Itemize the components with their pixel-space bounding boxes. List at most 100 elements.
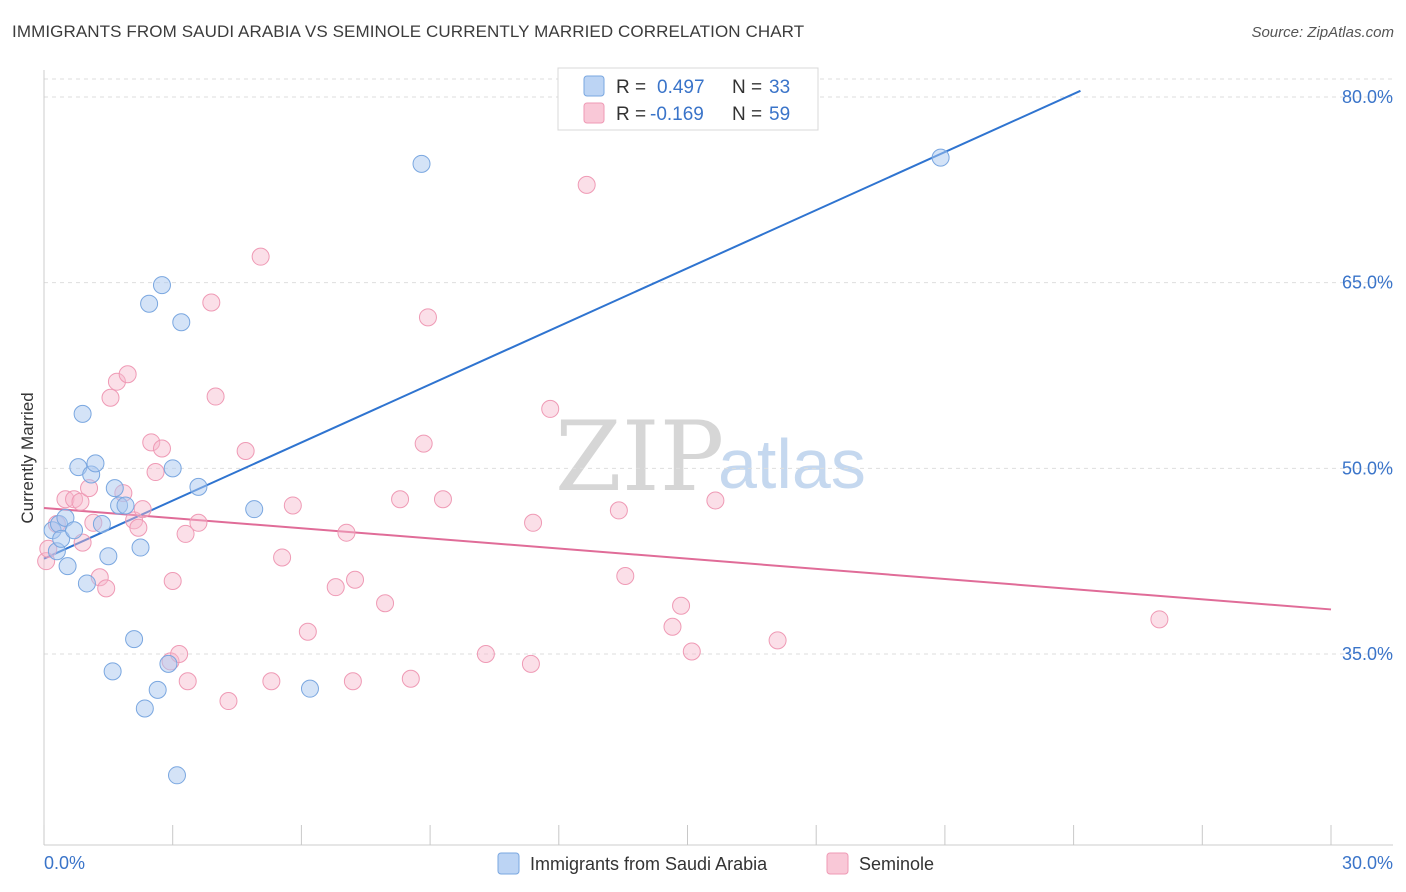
seminole-point: [206, 387, 225, 406]
saudi-arabia-point: [58, 557, 77, 576]
saudi-arabia-point: [300, 679, 319, 698]
legend-r-label-1: R =: [616, 77, 646, 98]
seminole-point: [142, 433, 161, 452]
seminole-point: [682, 642, 701, 661]
saudi-arabia-point: [56, 508, 75, 527]
seminole-point: [236, 442, 255, 461]
seminole-point: [298, 622, 317, 641]
seminole-point: [433, 490, 452, 509]
seminole-point: [391, 490, 410, 509]
correlation-legend: R = 0.497 N = 33 R = -0.169 N = 59: [557, 67, 819, 131]
bottom-legend-label-seminole: Seminole: [859, 854, 934, 874]
seminole-point: [672, 596, 691, 615]
bottom-legend-swatch-saudi-arabia: [497, 852, 520, 875]
y-tick-labels: 35.0% 50.0% 65.0% 80.0%: [1342, 87, 1393, 664]
watermark-atlas: atlas: [718, 425, 866, 503]
seminole-point: [107, 372, 126, 391]
saudi-arabia-point: [125, 630, 144, 649]
saudi-arabia-point: [412, 154, 431, 173]
legend-swatch-saudi-arabia: [583, 75, 605, 97]
seminole-point: [346, 570, 365, 589]
legend-n-label-1: N =: [732, 77, 762, 98]
saudi-arabia-point: [931, 148, 950, 167]
y-tick-label: 65.0%: [1342, 273, 1393, 293]
saudi-arabia-point: [167, 766, 186, 785]
grid-lines: [44, 78, 1393, 655]
seminole-point: [178, 672, 197, 691]
seminole-point: [663, 617, 682, 636]
seminole-point: [418, 308, 437, 327]
saudi-arabia-point: [245, 500, 264, 519]
legend-r-label-2: R =: [616, 104, 646, 125]
legend-swatch-seminole: [583, 102, 605, 124]
x-tick-label-min: 0.0%: [44, 853, 85, 873]
seminole-point: [401, 669, 420, 688]
saudi-arabia-point: [86, 454, 105, 473]
seminole-point: [1150, 610, 1169, 629]
saudi-arabia-point: [105, 479, 124, 498]
seminole-point: [129, 518, 148, 537]
seminole-point: [97, 579, 116, 598]
seminole-point: [71, 492, 90, 511]
seminole-trend-line: [43, 506, 1332, 611]
seminole-point: [541, 399, 560, 418]
saudi-arabia-point: [152, 276, 171, 295]
seminole-point: [476, 645, 495, 663]
x-tick-label-max: 30.0%: [1342, 853, 1393, 873]
seminole-point: [376, 594, 395, 613]
seminole-point: [343, 672, 362, 691]
seminole-point: [133, 500, 152, 519]
saudi-arabia-point: [65, 521, 84, 540]
seminole-points: [37, 175, 1169, 711]
saudi-arabia-point: [73, 404, 92, 423]
saudi-arabia-point: [140, 294, 159, 313]
saudi-arabia-point: [189, 477, 208, 496]
saudi-arabia-point: [135, 699, 154, 718]
chart-source: Source: ZipAtlas.com: [1251, 24, 1394, 41]
seminole-point: [202, 293, 221, 312]
seminole-point: [524, 513, 543, 532]
seminole-point: [219, 692, 238, 711]
saudi-arabia-point: [131, 538, 150, 557]
seminole-point: [146, 463, 165, 482]
bottom-legend-label-saudi-arabia: Immigrants from Saudi Arabia: [530, 854, 768, 874]
legend-r-value-1: 0.497: [657, 77, 705, 98]
saudi-arabia-point: [77, 574, 96, 593]
seminole-point: [176, 524, 195, 543]
legend-r-value-2: -0.169: [650, 104, 704, 125]
saudi-arabia-point: [116, 496, 135, 515]
saudi-arabia-point: [103, 662, 122, 681]
seminole-point: [414, 434, 433, 453]
y-tick-label: 50.0%: [1342, 458, 1393, 478]
seminole-point: [577, 175, 596, 194]
bottom-legend-swatch-seminole: [826, 852, 849, 875]
saudi-arabia-point: [99, 547, 118, 566]
trend-lines: [43, 89, 1332, 611]
legend-n-value-1: 33: [769, 77, 790, 98]
seminole-point: [326, 578, 345, 597]
seminole-point: [521, 654, 540, 673]
seminole-point: [283, 496, 302, 515]
seminole-point: [251, 247, 270, 266]
saudi-arabia-point: [163, 459, 182, 478]
seminole-point: [262, 672, 281, 691]
seminole-point: [163, 571, 182, 590]
y-tick-label: 35.0%: [1342, 644, 1393, 664]
y-axis-title: Currently Married: [18, 392, 37, 523]
saudi-arabia-point: [52, 529, 71, 548]
legend-n-label-2: N =: [732, 104, 762, 125]
seminole-point: [706, 491, 725, 510]
seminole-point: [152, 439, 171, 458]
chart-title: IMMIGRANTS FROM SAUDI ARABIA VS SEMINOLE…: [12, 22, 805, 41]
seminole-point: [609, 501, 628, 520]
seminole-point: [118, 365, 137, 384]
seminole-point: [616, 567, 635, 586]
saudi-arabia-point: [148, 680, 167, 699]
saudi-arabia-point: [159, 654, 178, 673]
watermark-zip: ZIP: [555, 401, 724, 513]
seminole-point: [73, 533, 92, 552]
saudi-arabia-point: [172, 313, 191, 332]
saudi-arabia-points: [43, 148, 950, 785]
series-legend: Immigrants from Saudi Arabia Seminole: [497, 852, 934, 875]
